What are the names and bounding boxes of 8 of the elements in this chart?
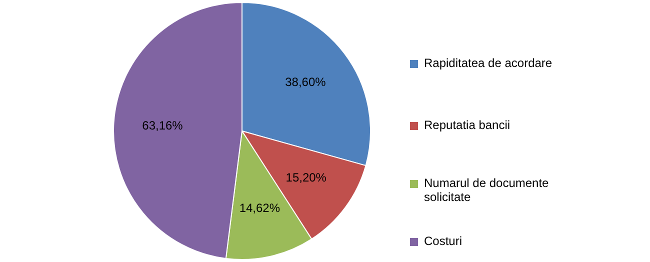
legend-label: Reputatia bancii <box>424 118 510 132</box>
data-label: 38,60% <box>285 75 326 90</box>
legend-label: Numarul de documente solicitate <box>424 176 550 204</box>
legend-label: Rapiditatea de acordare <box>424 56 552 70</box>
data-label: 15,20% <box>286 170 327 185</box>
legend-label: Costuri <box>424 234 462 248</box>
data-label: 63,16% <box>142 118 184 132</box>
data-label: 14,62% <box>239 201 280 215</box>
